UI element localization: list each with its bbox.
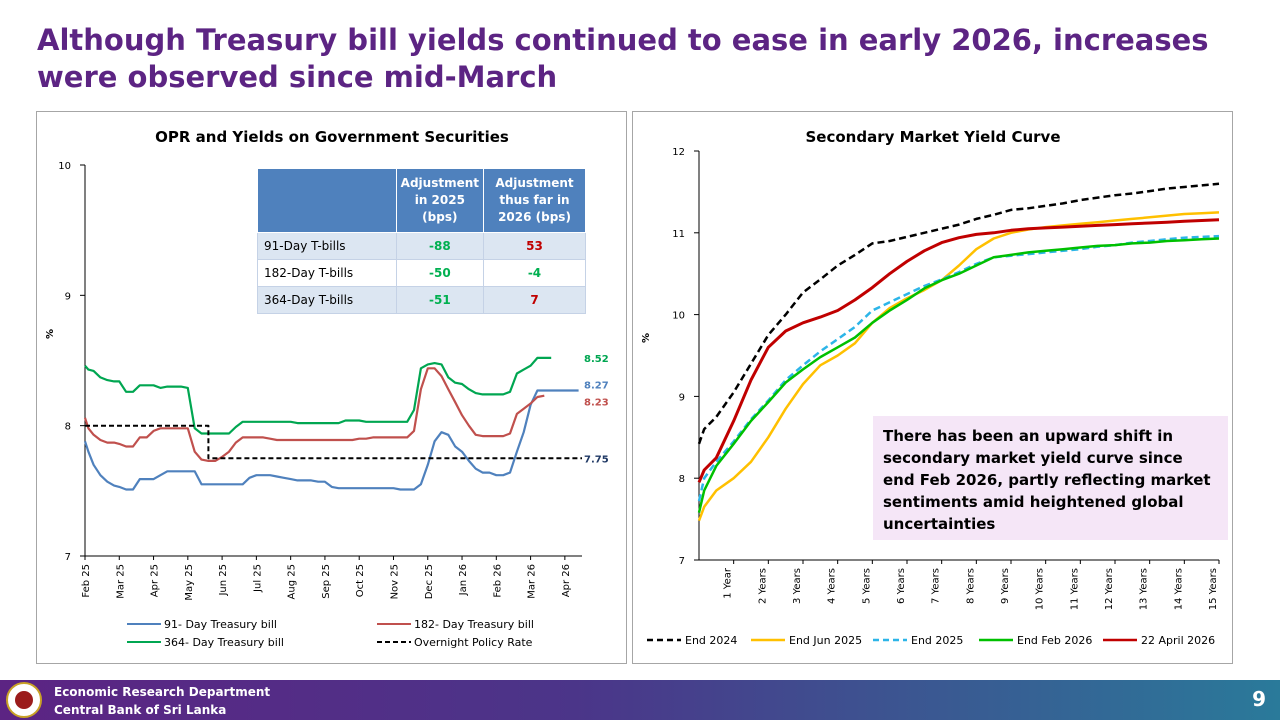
- y-tick-label: 12: [672, 147, 685, 158]
- footer-department: Economic Research Department: [54, 685, 271, 699]
- row-value-2025: -51: [395, 286, 485, 314]
- row-value-2025: -50: [395, 259, 485, 287]
- slide-title: Although Treasury bill yields continued …: [37, 23, 1209, 94]
- row-label: 182-Day T-bills: [257, 259, 397, 287]
- y-tick-label: 9: [65, 291, 71, 302]
- x-tick-label: 3 Years: [792, 568, 803, 604]
- x-tick-label: 10 Years: [1035, 568, 1046, 610]
- y-tick-label: 10: [672, 311, 685, 322]
- end-label-overnight-policy-rate: 7.75: [584, 454, 609, 465]
- row-label: 364-Day T-bills: [257, 286, 397, 314]
- row-label: 91-Day T-bills: [257, 232, 397, 260]
- series-line-end-2024: [697, 182, 1220, 445]
- x-tick-label: Mar 25: [115, 564, 126, 599]
- yield-curve-annotation: There has been an upward shift in second…: [873, 416, 1228, 540]
- cbsl-seal-icon: [6, 682, 42, 718]
- legend-label-overnight-policy-rate: Overnight Policy Rate: [414, 636, 533, 649]
- adjustment-table-header: Adjustment in 2025 (bps) Adjustment thus…: [257, 168, 586, 233]
- y-tick-label: 9: [679, 392, 685, 403]
- series-line-91-day-treasury-bill: [83, 389, 579, 491]
- y-tick-label: 10: [58, 161, 71, 172]
- x-tick-label: Nov 25: [389, 564, 400, 599]
- series-line-22-april-2026: [697, 218, 1220, 483]
- row-value-2026: 7: [483, 286, 586, 314]
- adjustment-table: Adjustment in 2025 (bps) Adjustment thus…: [257, 168, 586, 314]
- legend-label-364-day-treasury-bill: 364- Day Treasury bill: [164, 636, 284, 649]
- x-tick-label: May 25: [184, 564, 195, 601]
- x-tick-label: Aug 25: [287, 564, 298, 599]
- series-line-overnight-policy-rate: [85, 424, 582, 460]
- x-tick-label: Jan 26: [458, 564, 469, 596]
- table-header-2026: Adjustment thus far in 2026 (bps): [483, 168, 586, 233]
- y-axis-label: %: [45, 329, 56, 339]
- x-tick-label: 7 Years: [931, 568, 942, 604]
- legend-label-end-jun-2025: End Jun 2025: [789, 634, 862, 647]
- footer-bar: Economic Research Department Central Ban…: [0, 680, 1280, 720]
- row-value-2026: 53: [483, 232, 586, 260]
- row-value-2026: -4: [483, 259, 586, 287]
- series-line-end-jun-2025: [697, 211, 1220, 522]
- table-header-2025: Adjustment in 2025 (bps): [395, 168, 485, 233]
- legend-label-end-2024: End 2024: [685, 634, 737, 647]
- end-label-182-day-treasury-bill: 8.23: [584, 398, 609, 409]
- x-tick-label: 15 Years: [1208, 568, 1219, 610]
- y-tick-label: 8: [65, 422, 71, 433]
- x-tick-label: Apr 25: [150, 564, 161, 597]
- x-tick-label: 1 Year: [723, 567, 734, 599]
- x-tick-label: 4 Years: [827, 568, 838, 604]
- y-tick-label: 8: [679, 474, 685, 485]
- x-tick-label: 11 Years: [1069, 568, 1080, 610]
- x-tick-label: Oct 25: [355, 564, 366, 597]
- y-tick-label: 7: [679, 556, 685, 567]
- legend-label-22-april-2026: 22 April 2026: [1141, 634, 1215, 647]
- table-row: 364-Day T-bills -51 7: [257, 286, 586, 314]
- series-line-364-day-treasury-bill: [84, 356, 552, 435]
- x-tick-label: 14 Years: [1173, 568, 1184, 610]
- yield-curve-chart-panel: Secondary Market Yield Curve 7 8 9 10 11 12% 1 …: [632, 111, 1233, 664]
- x-tick-label: Apr 26: [561, 564, 572, 597]
- chart-title: Secondary Market Yield Curve: [805, 128, 1060, 146]
- page-number: 9: [1252, 687, 1266, 711]
- x-tick-label: 8 Years: [965, 568, 976, 604]
- x-tick-label: Jun 25: [218, 564, 229, 597]
- row-value-2025: -88: [395, 232, 485, 260]
- legend-label-182-day-treasury-bill: 182- Day Treasury bill: [414, 618, 534, 631]
- x-tick-label: 13 Years: [1139, 568, 1150, 610]
- x-tick-label: 2 Years: [757, 568, 768, 604]
- chart-title: OPR and Yields on Government Securities: [155, 128, 509, 146]
- table-row: 91-Day T-bills -88 53: [257, 232, 586, 260]
- footer-bank: Central Bank of Sri Lanka: [54, 703, 227, 717]
- x-tick-label: 12 Years: [1104, 568, 1115, 610]
- legend-label-end-feb-2026: End Feb 2026: [1017, 634, 1092, 647]
- legend-label-91-day-treasury-bill: 91- Day Treasury bill: [164, 618, 277, 631]
- series-line-end-feb-2026: [697, 237, 1220, 513]
- table-header-corner: [257, 168, 397, 233]
- y-axis-label: %: [641, 333, 652, 343]
- y-tick-label: 7: [65, 552, 71, 563]
- series-line-182-day-treasury-bill: [83, 367, 545, 462]
- x-tick-label: Feb 26: [492, 564, 503, 598]
- end-label-91-day-treasury-bill: 8.27: [584, 380, 609, 391]
- x-tick-label: Dec 25: [424, 564, 435, 599]
- y-tick-label: 11: [672, 229, 685, 240]
- x-tick-label: 9 Years: [1000, 568, 1011, 604]
- yield-curve-chart: Secondary Market Yield Curve 7 8 9 10 11 12% 1 …: [641, 128, 1220, 647]
- end-label-364-day-treasury-bill: 8.52: [584, 354, 609, 365]
- x-tick-label: Feb 25: [81, 564, 92, 598]
- legend-label-end-2025: End 2025: [911, 634, 963, 647]
- x-tick-label: 5 Years: [861, 568, 872, 604]
- opr-yields-chart: OPR and Yields on Government Securities 7…: [45, 128, 609, 649]
- x-tick-label: Mar 26: [527, 564, 538, 599]
- x-tick-label: Jul 25: [252, 564, 263, 593]
- x-tick-label: 6 Years: [896, 568, 907, 604]
- table-row: 182-Day T-bills -50 -4: [257, 259, 586, 287]
- opr-yields-chart-panel: OPR and Yields on Government Securities 7…: [36, 111, 627, 664]
- x-tick-label: Sep 25: [321, 564, 332, 599]
